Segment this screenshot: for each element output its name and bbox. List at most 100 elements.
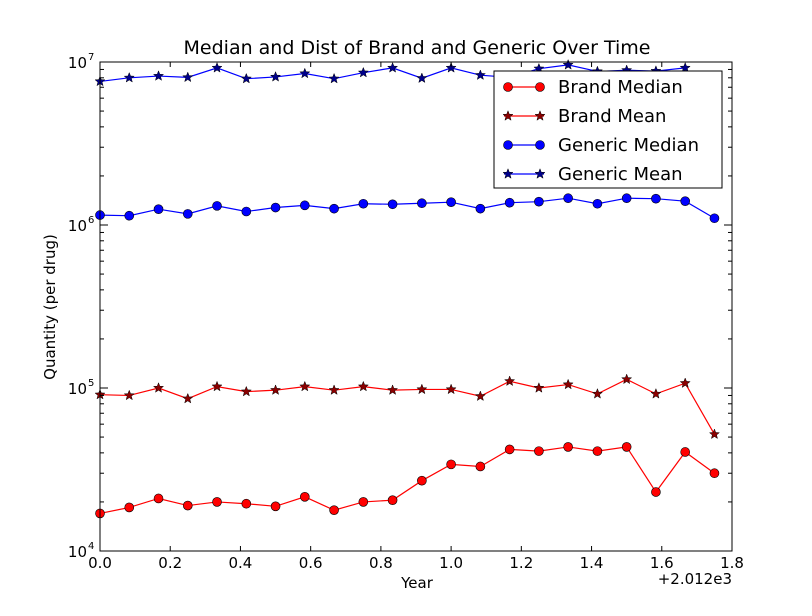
x-axis-title: Year <box>400 574 434 592</box>
legend-marker <box>503 140 513 150</box>
series-brand-mean <box>94 373 721 440</box>
data-point <box>240 385 252 397</box>
data-point <box>241 498 252 509</box>
x-tick-label: 1.4 <box>580 554 604 572</box>
y-axis-title: Quantity (per drug) <box>41 234 59 380</box>
y-tick-exponent: 4 <box>88 541 94 552</box>
axes: 0.0 0.2 0.4 0.6 0.8 1.0 1.2 1.4 1.6 1.810 410 510 61… <box>68 52 744 572</box>
legend-entry: Brand Median <box>503 77 683 98</box>
legend-label: Generic Mean <box>558 164 683 185</box>
y-tick-label: 10 <box>68 380 87 398</box>
data-point <box>269 71 282 82</box>
y-tick-exponent: 6 <box>88 215 94 226</box>
data-point <box>621 373 633 385</box>
data-point <box>300 492 310 502</box>
data-point <box>270 202 281 213</box>
data-point <box>679 61 691 73</box>
data-point <box>182 209 193 219</box>
data-point <box>386 61 399 73</box>
plot-area <box>94 58 721 519</box>
legend-marker <box>534 168 546 179</box>
data-point <box>387 199 398 210</box>
data-point <box>300 200 310 211</box>
legend: Brand Median Brand Mean Generic Median Gene… <box>493 70 723 189</box>
data-point <box>270 501 281 512</box>
x-tick-label: 0.6 <box>299 554 323 572</box>
data-point <box>417 198 427 209</box>
data-point <box>123 389 135 401</box>
data-point <box>504 197 515 208</box>
data-point <box>212 497 222 507</box>
data-point <box>357 380 369 392</box>
data-point <box>534 196 544 207</box>
data-point <box>240 72 252 84</box>
data-point <box>299 380 311 392</box>
data-point <box>358 497 369 507</box>
data-point <box>534 446 544 456</box>
data-point <box>445 383 457 395</box>
data-point <box>123 71 135 83</box>
data-point <box>124 502 135 513</box>
data-point <box>679 377 691 388</box>
data-point <box>563 442 573 452</box>
axes-frame <box>99 61 733 552</box>
y-tick-exponent: 7 <box>88 52 94 63</box>
data-point <box>708 428 721 440</box>
legend-marker <box>502 110 514 121</box>
data-point <box>328 384 340 395</box>
y-tick-label: 10 <box>68 217 87 235</box>
x-tick-label: 0.2 <box>158 554 182 572</box>
data-point <box>211 61 223 73</box>
legend-label: Generic Median <box>558 135 699 156</box>
legend-marker <box>535 82 545 92</box>
data-point <box>592 446 603 456</box>
x-axis-offset-label: +2.012e3 <box>658 570 732 588</box>
data-point <box>416 383 428 395</box>
data-point <box>387 495 398 505</box>
data-point <box>651 487 661 497</box>
data-point <box>153 204 164 215</box>
data-point <box>152 70 165 81</box>
data-point <box>475 461 486 472</box>
legend-marker <box>534 110 546 121</box>
data-point <box>329 505 339 515</box>
data-point <box>680 447 690 457</box>
data-point <box>212 201 222 211</box>
data-point <box>299 67 311 79</box>
data-point <box>591 387 604 399</box>
legend-marker <box>502 168 514 179</box>
legend-box <box>493 70 723 189</box>
series-generic-median <box>95 193 720 224</box>
data-point <box>621 442 632 452</box>
x-tick-label: 1.6 <box>650 554 674 572</box>
data-point <box>152 382 165 393</box>
data-point <box>358 198 369 209</box>
data-point <box>417 475 427 486</box>
series-brand-median <box>95 442 720 519</box>
series-line <box>99 378 715 435</box>
data-point <box>446 197 456 207</box>
data-point <box>269 384 282 395</box>
legend-label: Brand Mean <box>558 106 666 127</box>
data-point <box>124 210 135 221</box>
data-point <box>474 390 486 402</box>
x-tick-label: 1.8 <box>720 554 744 572</box>
data-point <box>563 193 573 204</box>
data-point <box>386 384 399 395</box>
legend-label: Brand Median <box>558 77 683 98</box>
data-point <box>445 61 457 73</box>
series-line <box>99 446 715 515</box>
data-point <box>182 500 193 511</box>
data-point <box>153 493 164 504</box>
data-point <box>592 198 603 209</box>
data-point <box>182 71 194 83</box>
data-point <box>650 387 662 399</box>
data-point <box>357 66 369 78</box>
data-point <box>241 206 252 217</box>
data-point <box>328 72 340 84</box>
data-point <box>329 203 339 214</box>
data-point <box>621 193 632 204</box>
chart-title: Median and Dist of Brand and Generic Ove… <box>184 37 651 59</box>
data-point <box>504 375 516 387</box>
